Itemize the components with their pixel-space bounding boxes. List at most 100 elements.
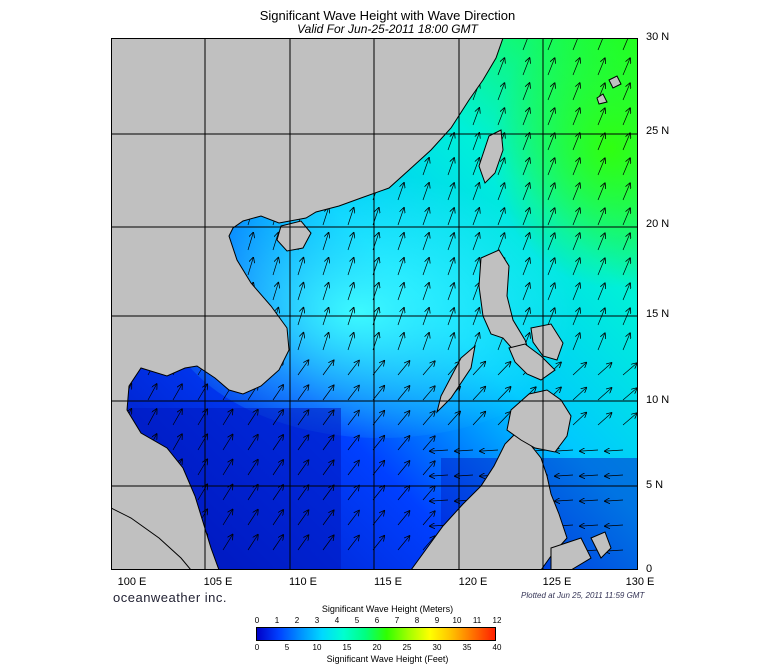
wave-direction-arrow	[597, 233, 605, 251]
wave-direction-arrow	[605, 475, 624, 476]
wave-direction-arrow	[547, 38, 555, 51]
wave-direction-arrow	[347, 511, 359, 526]
lat-label-15n: 15 N	[646, 308, 670, 320]
wave-direction-arrow	[522, 58, 530, 76]
hainan-island	[276, 220, 312, 252]
wave-direction-arrow	[622, 283, 630, 301]
feet-tick-5: 5	[284, 643, 290, 652]
wave-direction-arrow	[622, 208, 630, 226]
wave-direction-arrow	[297, 435, 308, 451]
wave-direction-arrow	[372, 361, 384, 376]
colorbar-title-feet: Significant Wave Height (Feet)	[326, 654, 449, 664]
wave-direction-arrow	[272, 485, 283, 501]
wave-direction-arrow	[547, 258, 555, 276]
wave-direction-arrow	[447, 283, 454, 301]
colorbar-feet-ticks: 0 5 10 15 20 25 30 35 40	[255, 643, 502, 655]
wave-direction-arrow	[622, 233, 630, 251]
wave-direction-arrow	[622, 413, 637, 426]
wave-direction-arrow	[472, 283, 479, 301]
wave-direction-arrow	[272, 258, 278, 276]
wave-direction-arrow	[247, 258, 253, 276]
wave-direction-arrow	[422, 386, 435, 401]
wave-map-canvas	[111, 38, 638, 570]
wave-direction-arrow	[572, 258, 580, 276]
colorbar	[256, 627, 496, 641]
wave-direction-arrow	[572, 83, 580, 101]
wave-direction-arrow	[580, 450, 599, 451]
wave-direction-arrow	[597, 38, 605, 51]
wave-direction-arrow	[572, 208, 580, 226]
feet-tick-30: 30	[432, 643, 442, 652]
wave-direction-arrow	[422, 486, 435, 501]
wave-direction-arrow	[572, 233, 580, 251]
wave-direction-arrow	[347, 233, 354, 251]
wave-direction-arrow	[597, 283, 605, 301]
wave-direction-arrow	[622, 158, 630, 176]
wave-direction-arrow	[447, 133, 454, 151]
wave-direction-arrow	[447, 208, 454, 226]
lon-label-125e: 125 E	[542, 576, 572, 588]
wave-direction-arrow	[472, 208, 479, 226]
wave-direction-arrow	[397, 536, 409, 551]
wave-direction-arrow	[622, 388, 637, 401]
wave-direction-arrow	[605, 450, 624, 451]
wave-direction-arrow	[580, 475, 599, 476]
wave-direction-arrow	[247, 485, 258, 501]
wave-direction-arrow	[447, 258, 454, 276]
wave-direction-arrow	[422, 333, 429, 351]
wave-direction-arrow	[172, 384, 182, 401]
wave-direction-arrow	[147, 384, 157, 401]
wave-direction-arrow	[497, 387, 511, 401]
wave-direction-arrow	[522, 158, 530, 176]
wave-direction-arrow	[572, 133, 580, 151]
wave-direction-arrow	[397, 486, 409, 501]
wave-direction-arrow	[422, 536, 435, 551]
wave-direction-arrow	[522, 258, 530, 276]
wave-direction-arrow	[447, 233, 454, 251]
wave-direction-arrow	[472, 233, 479, 251]
wave-direction-arrow	[555, 450, 574, 451]
meter-tick-10: 10	[452, 616, 462, 625]
wave-direction-arrow	[547, 58, 555, 76]
wave-direction-arrow	[247, 410, 258, 426]
wave-direction-arrow	[397, 283, 404, 301]
wave-direction-arrow	[497, 233, 504, 251]
wave-direction-arrow	[547, 208, 555, 226]
meter-tick-5: 5	[354, 616, 360, 625]
lon-label-130e: 130 E	[625, 576, 655, 588]
wave-direction-arrow	[472, 108, 479, 126]
meter-tick-7: 7	[394, 616, 400, 625]
wave-direction-arrow	[472, 133, 479, 151]
colorbar-meter-ticks: 0 1 2 3 4 5 6 7 8 9 10 11 12	[254, 616, 502, 628]
wave-direction-arrow	[597, 388, 611, 401]
wave-direction-arrow	[422, 208, 429, 226]
wave-direction-arrow	[347, 258, 354, 276]
wave-direction-arrow	[572, 283, 580, 301]
map-subtitle: Valid For Jun-25-2011 18:00 GMT	[297, 22, 478, 36]
feet-tick-15: 15	[342, 643, 352, 652]
wave-direction-arrow	[472, 258, 479, 276]
wave-direction-arrow	[622, 38, 630, 51]
meter-tick-0: 0	[254, 616, 260, 625]
wave-direction-arrow	[422, 158, 429, 176]
mindanao-island	[506, 389, 572, 453]
wave-direction-arrow	[580, 500, 599, 501]
wave-direction-arrow	[322, 411, 334, 426]
meter-tick-12: 12	[492, 616, 502, 625]
wave-direction-arrow	[372, 386, 384, 401]
wave-direction-arrow	[572, 413, 586, 426]
feet-tick-40: 40	[492, 643, 502, 652]
wave-map	[111, 38, 638, 570]
wave-direction-arrow	[322, 386, 334, 401]
plotted-timestamp: Plotted at Jun 25, 2011 11:59 GMT	[521, 591, 645, 600]
wave-direction-arrow	[422, 283, 429, 301]
wave-direction-arrow	[572, 308, 580, 326]
wave-direction-arrow	[572, 363, 586, 376]
wave-direction-arrow	[397, 233, 404, 251]
wave-direction-arrow	[497, 158, 504, 176]
wave-direction-arrow	[172, 434, 182, 451]
brand-logo-text: oceanweather inc.	[113, 590, 228, 605]
wave-direction-arrow	[597, 208, 605, 226]
wave-direction-arrow	[347, 361, 359, 376]
wave-direction-arrow	[322, 258, 329, 276]
